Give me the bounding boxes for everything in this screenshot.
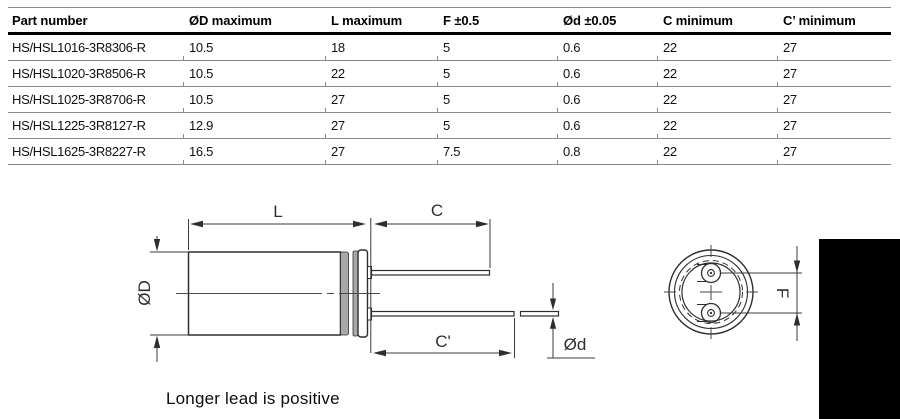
arrowheads <box>153 220 557 357</box>
table-cell: 10.5 <box>183 87 325 113</box>
end-view-centerlines <box>664 245 758 339</box>
table-row: HS/HSL1016-3R8306-R 10.5 18 5 0.6 22 27 <box>8 35 891 61</box>
table-cell: 0.8 <box>557 139 657 165</box>
capacitor-outline-drawing: L C C' Ød ØD <box>135 201 802 362</box>
column-header-part-number: Part number <box>8 8 183 35</box>
column-header-diameter-d: Ød ±0.05 <box>557 8 657 35</box>
table-row: HS/HSL1625-3R8227-R 16.5 27 7.5 0.8 22 2… <box>8 139 891 165</box>
dimension-label-C: C <box>431 201 443 220</box>
dimension-label-diameter-d: Ød <box>564 335 587 354</box>
dimension-label-diameter-D: ØD <box>135 280 154 306</box>
table-cell: 22 <box>657 113 777 139</box>
pad-notches <box>697 264 706 322</box>
table-cell: 27 <box>777 87 891 113</box>
table-cell: 0.6 <box>557 113 657 139</box>
table-cell: 22 <box>657 35 777 61</box>
table-cell: 27 <box>777 61 891 87</box>
column-header-C-prime: C’ minimum <box>777 8 891 35</box>
column-header-C: C minimum <box>657 8 777 35</box>
table-cell: 27 <box>777 35 891 61</box>
table-cell: 0.6 <box>557 61 657 87</box>
table-cell: 0.6 <box>557 87 657 113</box>
table-cell: 0.6 <box>557 35 657 61</box>
table-row: HS/HSL1020-3R8506-R 10.5 22 5 0.6 22 27 <box>8 61 891 87</box>
column-header-L: L maximum <box>325 8 437 35</box>
table-cell: 22 <box>657 61 777 87</box>
table-cell: 5 <box>437 113 557 139</box>
table-cell: 5 <box>437 61 557 87</box>
table-cell: 27 <box>777 139 891 165</box>
capacitor-side-view <box>176 249 560 338</box>
table-header-row: Part number ØD maximum L maximum F ±0.5 … <box>8 8 891 35</box>
table-cell: 27 <box>325 87 437 113</box>
table-cell: 27 <box>325 139 437 165</box>
lead-pad <box>700 262 722 284</box>
column-header-diameter-D: ØD maximum <box>183 8 325 35</box>
dimension-label-F: F <box>773 288 792 298</box>
table-cell: 22 <box>657 87 777 113</box>
table-cell: HS/HSL1016-3R8306-R <box>8 35 183 61</box>
lead-pad <box>700 302 722 324</box>
arrowheads-F <box>793 260 801 326</box>
table-cell: 16.5 <box>183 139 325 165</box>
table-cell: 27 <box>777 113 891 139</box>
table-cell: HS/HSL1025-3R8706-R <box>8 87 183 113</box>
table-cell: 22 <box>657 139 777 165</box>
column-header-F: F ±0.5 <box>437 8 557 35</box>
dimension-label-L: L <box>273 202 282 221</box>
negative-lead <box>370 310 515 317</box>
table-cell: HS/HSL1020-3R8506-R <box>8 61 183 87</box>
table-cell: 10.5 <box>183 61 325 87</box>
table-cell: HS/HSL1625-3R8227-R <box>8 139 183 165</box>
dimension-table: Part number ØD maximum L maximum F ±0.5 … <box>8 7 891 165</box>
polarity-caption: Longer lead is positive <box>166 389 340 408</box>
black-redaction-block <box>819 239 900 419</box>
table-cell: 7.5 <box>437 139 557 165</box>
table-cell: 12.9 <box>183 113 325 139</box>
capacitor-end-view <box>664 245 758 339</box>
table-cell: 22 <box>325 61 437 87</box>
table-cell: 5 <box>437 35 557 61</box>
table-cell: 18 <box>325 35 437 61</box>
positive-lead <box>370 269 491 276</box>
table-row: HS/HSL1225-3R8127-R 12.9 27 5 0.6 22 27 <box>8 113 891 139</box>
dimension-label-C-prime: C' <box>435 332 451 351</box>
table-cell: HS/HSL1225-3R8127-R <box>8 113 183 139</box>
table-cell: 5 <box>437 87 557 113</box>
dimension-lines <box>150 218 595 362</box>
table-cell: 10.5 <box>183 35 325 61</box>
table-cell: 27 <box>325 113 437 139</box>
table-row: HS/HSL1025-3R8706-R 10.5 27 5 0.6 22 27 <box>8 87 891 113</box>
negative-lead-continuation <box>519 310 560 317</box>
